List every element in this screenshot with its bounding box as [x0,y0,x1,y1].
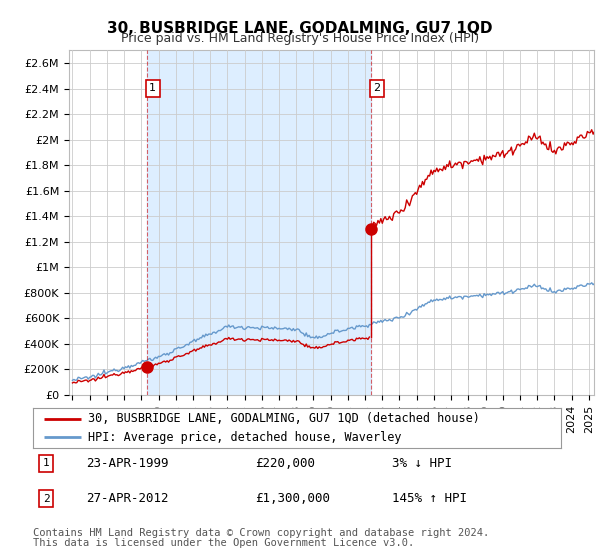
Text: This data is licensed under the Open Government Licence v3.0.: This data is licensed under the Open Gov… [33,538,414,548]
Text: Contains HM Land Registry data © Crown copyright and database right 2024.: Contains HM Land Registry data © Crown c… [33,528,489,538]
Text: HPI: Average price, detached house, Waverley: HPI: Average price, detached house, Wave… [88,431,402,444]
Text: 1: 1 [43,459,50,469]
Text: 30, BUSBRIDGE LANE, GODALMING, GU7 1QD (detached house): 30, BUSBRIDGE LANE, GODALMING, GU7 1QD (… [88,412,481,425]
Text: 145% ↑ HPI: 145% ↑ HPI [392,492,467,505]
Text: 27-APR-2012: 27-APR-2012 [86,492,168,505]
Text: £220,000: £220,000 [255,457,315,470]
Text: Price paid vs. HM Land Registry's House Price Index (HPI): Price paid vs. HM Land Registry's House … [121,32,479,45]
Text: 2: 2 [373,83,380,94]
Text: 2: 2 [43,493,50,503]
Text: 3% ↓ HPI: 3% ↓ HPI [392,457,452,470]
Text: £1,300,000: £1,300,000 [255,492,330,505]
Text: 23-APR-1999: 23-APR-1999 [86,457,168,470]
Text: 30, BUSBRIDGE LANE, GODALMING, GU7 1QD: 30, BUSBRIDGE LANE, GODALMING, GU7 1QD [107,21,493,36]
Text: 1: 1 [149,83,156,94]
Bar [146,50,371,395]
